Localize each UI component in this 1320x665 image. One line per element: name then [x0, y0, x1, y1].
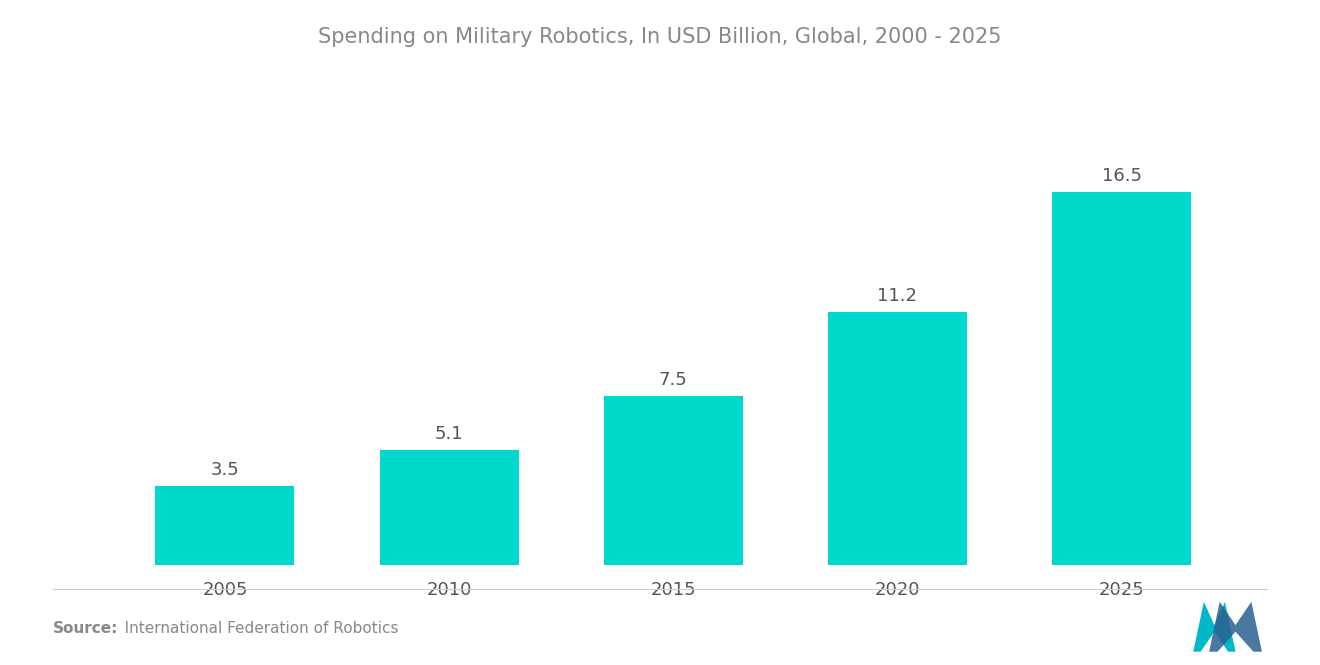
Text: 11.2: 11.2 [878, 287, 917, 305]
Text: Spending on Military Robotics, In USD Billion, Global, 2000 - 2025: Spending on Military Robotics, In USD Bi… [318, 27, 1002, 47]
Text: 16.5: 16.5 [1101, 168, 1142, 186]
Bar [603, 396, 743, 565]
Text: International Federation of Robotics: International Federation of Robotics [110, 621, 399, 636]
Bar [380, 450, 519, 565]
Polygon shape [1209, 602, 1262, 652]
Text: 5.1: 5.1 [434, 425, 463, 443]
Bar [828, 312, 966, 565]
Polygon shape [1193, 602, 1236, 652]
Text: Source:: Source: [53, 621, 119, 636]
Text: 3.5: 3.5 [210, 462, 239, 479]
Bar [1052, 192, 1191, 565]
Text: 7.5: 7.5 [659, 371, 688, 389]
Bar [156, 486, 294, 565]
